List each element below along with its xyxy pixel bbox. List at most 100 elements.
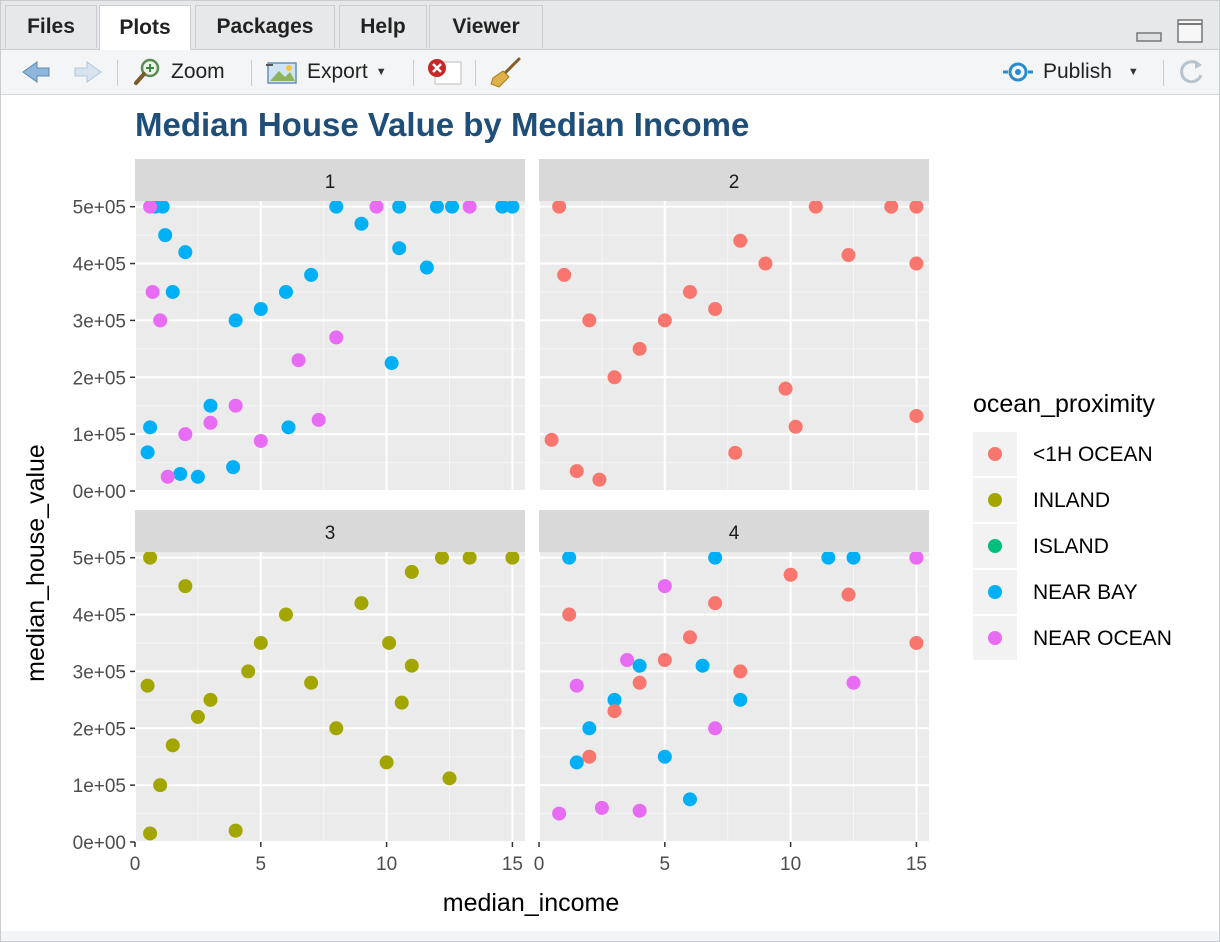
data-point — [562, 552, 577, 565]
data-point — [354, 216, 369, 231]
facet-panels: 1 0e+00 1e+05 2e+05 3e+05 4e+05 5e+05 2 3 0e+00 1e… — [73, 159, 929, 875]
data-point — [442, 771, 457, 786]
data-point — [382, 635, 397, 650]
facet-strip — [539, 159, 929, 201]
data-point — [278, 284, 293, 299]
remove-plot-icon[interactable] — [425, 56, 463, 88]
tab-viewer[interactable]: Viewer — [429, 5, 543, 48]
data-point — [228, 313, 243, 328]
data-point — [203, 692, 218, 707]
data-point — [291, 353, 306, 368]
tab-packages[interactable]: Packages — [195, 5, 335, 48]
data-point — [632, 675, 647, 690]
data-point — [404, 564, 419, 579]
data-point — [278, 607, 293, 622]
data-point — [329, 330, 344, 345]
data-point — [253, 635, 268, 650]
refresh-icon[interactable] — [1175, 56, 1209, 88]
data-point — [178, 427, 193, 442]
data-point — [846, 675, 861, 690]
tab-plots[interactable]: Plots — [99, 5, 191, 50]
y-tick-label: 2e+05 — [73, 368, 126, 389]
y-tick-label: 4e+05 — [73, 606, 126, 627]
publish-icon — [1003, 62, 1033, 82]
data-point — [495, 201, 510, 214]
toolbar-divider — [1163, 60, 1164, 86]
y-tick-label: 1e+05 — [73, 776, 126, 797]
data-point — [143, 420, 158, 435]
points-layer — [552, 552, 924, 821]
data-point — [841, 248, 856, 263]
data-point — [392, 201, 407, 214]
data-point — [369, 201, 384, 214]
legend-marker — [988, 539, 1002, 553]
legend-entry: <1H OCEAN — [973, 432, 1153, 476]
data-point — [632, 803, 647, 818]
legend-label: NEAR OCEAN — [1033, 627, 1172, 650]
data-point — [657, 313, 672, 328]
legend-label: <1H OCEAN — [1033, 443, 1153, 466]
data-point — [304, 267, 319, 282]
legend: ocean_proximity <1H OCEAN INLAND ISLAND NEA… — [973, 390, 1172, 660]
forward-arrow-icon[interactable] — [71, 56, 105, 88]
minimize-icon[interactable] — [1135, 17, 1163, 45]
x-tick-label: 0 — [534, 854, 545, 875]
plot-area: Median House Value by Median Income 1 0e+… — [22, 106, 1172, 917]
legend-label: ISLAND — [1033, 535, 1109, 558]
data-point — [557, 267, 572, 282]
data-point — [228, 398, 243, 413]
y-tick-label: 0e+00 — [73, 833, 126, 854]
data-point — [594, 800, 609, 815]
data-point — [909, 552, 924, 565]
data-point — [329, 721, 344, 736]
data-point — [657, 653, 672, 668]
data-point — [392, 241, 407, 256]
back-arrow-icon[interactable] — [19, 56, 53, 88]
x-tick-label: 10 — [780, 854, 801, 875]
data-point — [253, 302, 268, 317]
chart-title: Median House Value by Median Income — [135, 106, 749, 143]
maximize-icon[interactable] — [1175, 17, 1205, 45]
data-point — [733, 692, 748, 707]
data-point — [143, 826, 158, 841]
data-point — [165, 284, 180, 299]
data-point — [657, 579, 672, 594]
facet-strip — [135, 510, 525, 552]
zoom-button[interactable]: Zoom — [133, 56, 225, 88]
chevron-down-icon: ▼ — [1127, 66, 1139, 78]
pane-footer — [1, 931, 1219, 941]
x-tick-label: 15 — [502, 854, 523, 875]
y-axis-label: median_house_value — [22, 444, 50, 682]
plot-toolbar: Zoom Export ▼ — [1, 50, 1219, 95]
data-point — [728, 445, 743, 460]
data-point — [808, 201, 823, 214]
data-point — [158, 228, 173, 243]
facet-panel-4: 4 0 5 10 15 — [534, 510, 929, 875]
facet-strip-label: 2 — [729, 172, 740, 193]
data-point — [758, 256, 773, 271]
data-point — [582, 749, 597, 764]
data-point — [311, 412, 326, 427]
legend-marker — [988, 585, 1002, 599]
data-point — [562, 607, 577, 622]
data-point — [582, 313, 597, 328]
data-point — [708, 552, 723, 565]
data-point — [155, 201, 170, 214]
data-point — [379, 755, 394, 770]
data-point — [582, 721, 597, 736]
data-point — [419, 260, 434, 275]
data-point — [708, 721, 723, 736]
export-button[interactable]: Export ▼ — [265, 56, 387, 88]
broom-icon[interactable] — [489, 56, 523, 88]
zoom-label: Zoom — [171, 60, 225, 83]
publish-button[interactable]: Publish ▼ — [1001, 56, 1139, 88]
y-tick-label: 5e+05 — [73, 549, 126, 570]
data-point — [445, 201, 460, 214]
y-tick-label: 5e+05 — [73, 198, 126, 219]
data-point — [165, 738, 180, 753]
tab-files[interactable]: Files — [5, 5, 97, 48]
tab-help[interactable]: Help — [339, 5, 427, 48]
data-point — [607, 692, 622, 707]
data-point — [143, 552, 158, 565]
data-point — [846, 552, 861, 565]
